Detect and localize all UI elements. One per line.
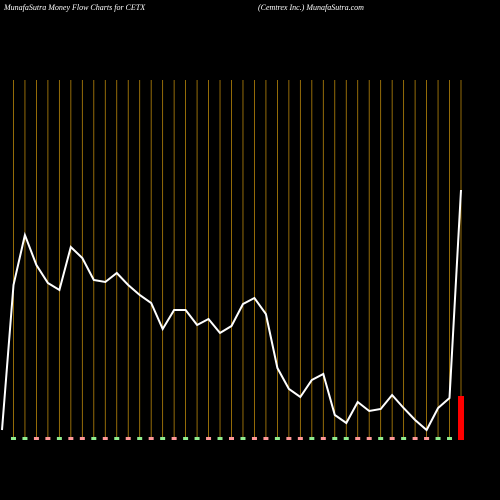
volume-bar <box>125 437 131 440</box>
volume-bar <box>343 437 349 440</box>
volume-bar <box>68 437 74 440</box>
volume-bar <box>137 437 143 440</box>
volume-bar <box>263 437 269 440</box>
volume-bar <box>33 437 39 440</box>
volume-bar <box>79 437 85 440</box>
volume-bar <box>447 437 453 440</box>
volume-bar <box>206 437 212 440</box>
volume-bar <box>286 437 292 440</box>
chart-title: MunafaSutra Money Flow Charts for CETX <box>3 3 146 12</box>
volume-bar <box>389 437 395 440</box>
volume-bar <box>217 437 223 440</box>
volume-bar <box>22 437 28 440</box>
volume-bar <box>102 437 108 440</box>
volume-bar <box>297 437 303 440</box>
volume-bar <box>274 437 280 440</box>
volume-bar <box>320 437 326 440</box>
volume-bar <box>240 437 246 440</box>
volume-bar <box>458 396 464 440</box>
volume-bar <box>229 437 234 440</box>
volume-bar <box>424 437 430 440</box>
volume-bar <box>171 437 177 440</box>
volume-bar <box>309 437 315 440</box>
volume-bar <box>56 437 62 440</box>
volume-bar <box>332 437 338 440</box>
volume-bar <box>45 437 51 440</box>
volume-bar <box>412 437 418 440</box>
volume-bar <box>160 437 166 440</box>
volume-bar <box>91 437 97 440</box>
volume-bar <box>114 437 120 440</box>
volume-bar <box>194 437 200 440</box>
volume-bar <box>10 437 16 440</box>
volume-bar <box>148 437 154 440</box>
volume-bar <box>251 437 257 440</box>
chart-subtitle: (Cemtrex Inc.) MunafaSutra.com <box>258 3 364 12</box>
volume-bar <box>355 437 361 440</box>
volume-bar <box>183 437 189 440</box>
volume-bar <box>366 437 372 440</box>
money-flow-line <box>1 189 462 432</box>
volume-bar <box>378 437 384 440</box>
volume-bar <box>401 437 407 440</box>
volume-bar <box>435 437 441 440</box>
